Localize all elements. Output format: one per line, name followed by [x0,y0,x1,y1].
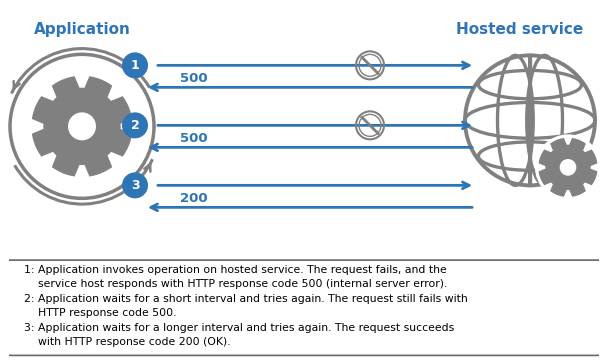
Text: Application: Application [33,22,131,37]
Text: Hosted service: Hosted service [457,22,584,37]
Circle shape [559,159,576,176]
Circle shape [535,134,601,200]
FancyBboxPatch shape [6,260,602,355]
Polygon shape [539,139,596,196]
Text: 500: 500 [180,72,207,85]
Text: 500: 500 [180,132,207,145]
Text: 1: Application invokes operation on hosted service. The request fails, and the
 : 1: Application invokes operation on host… [24,265,468,347]
Circle shape [122,172,148,198]
Circle shape [122,112,148,138]
Text: 3: 3 [131,179,139,192]
Circle shape [68,112,96,140]
Polygon shape [33,77,131,176]
Text: 1: 1 [131,59,139,72]
Text: 200: 200 [180,192,207,205]
Text: 2: 2 [131,119,139,132]
Circle shape [122,52,148,78]
